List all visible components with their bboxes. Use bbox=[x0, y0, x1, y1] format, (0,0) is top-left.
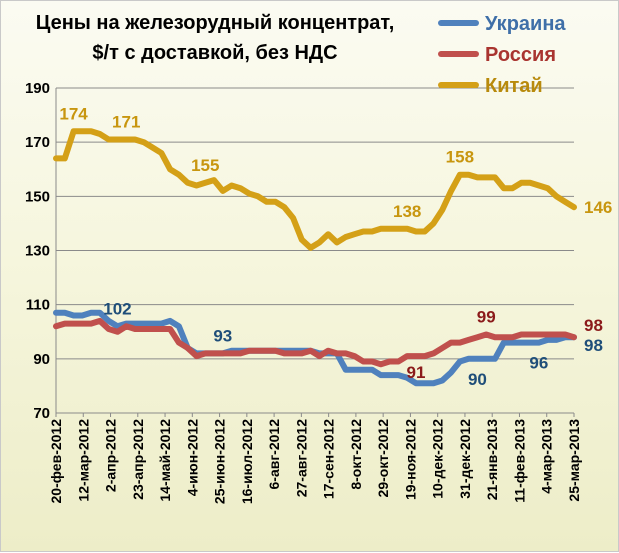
y-tick-label: 190 bbox=[25, 80, 50, 97]
series-lines bbox=[53, 128, 577, 387]
data-label: 98 bbox=[584, 336, 603, 355]
data-label: 91 bbox=[407, 363, 426, 382]
data-label: 98 bbox=[584, 316, 603, 335]
y-tick-label: 130 bbox=[25, 243, 50, 260]
y-tick-label: 70 bbox=[33, 405, 50, 422]
data-label: 90 bbox=[468, 370, 487, 389]
legend-entry: Украина bbox=[485, 13, 566, 35]
x-tick-label: 8-окт-2012 bbox=[348, 419, 364, 490]
y-tick-label: 90 bbox=[33, 351, 50, 368]
series-line-2 bbox=[53, 317, 577, 368]
series-line-1 bbox=[53, 309, 577, 387]
x-tick-label: 19-ноя-2012 bbox=[402, 419, 418, 500]
x-tick-label: 4-июн-2012 bbox=[184, 419, 200, 496]
x-tick-label: 27-авг-2012 bbox=[293, 419, 309, 497]
x-tick-label: 29-окт-2012 bbox=[375, 419, 391, 498]
x-tick-label: 11-фев-2013 bbox=[511, 419, 527, 503]
data-label: 171 bbox=[112, 112, 140, 131]
x-tick-label: 10-дек-2012 bbox=[430, 419, 446, 499]
x-tick-label: 31-дек-2012 bbox=[457, 419, 473, 499]
y-tick-label: 170 bbox=[25, 134, 50, 151]
x-tick-label: 16-июл-2012 bbox=[239, 419, 255, 504]
data-label: 93 bbox=[213, 326, 232, 345]
y-axis-ticks: 70 90 110 130 150 170 190 bbox=[25, 80, 50, 422]
data-label: 158 bbox=[446, 148, 474, 167]
data-label: 102 bbox=[103, 299, 131, 318]
x-tick-label: 4-мар-2013 bbox=[539, 419, 555, 494]
x-tick-label: 12-мар-2012 bbox=[75, 419, 91, 502]
data-label: 99 bbox=[477, 307, 496, 326]
legend-entry: Китай bbox=[485, 75, 543, 97]
axes bbox=[55, 88, 575, 417]
x-tick-label: 25-июн-2012 bbox=[212, 419, 228, 504]
legend-entry: Россия bbox=[485, 44, 556, 66]
data-label: 146 bbox=[584, 198, 612, 217]
data-label: 96 bbox=[529, 354, 548, 373]
x-tick-label: 14-май-2012 bbox=[157, 419, 173, 502]
x-tick-label: 20-фев-2012 bbox=[48, 419, 64, 504]
data-label: 155 bbox=[191, 156, 219, 175]
x-tick-label: 25-мар-2013 bbox=[566, 419, 582, 502]
x-tick-label: 17-сен-2012 bbox=[321, 419, 337, 499]
x-tick-label: 2-апр-2012 bbox=[103, 419, 119, 492]
title-line-1: Цены на железорудный концентрат, bbox=[36, 12, 395, 34]
x-tick-label: 21-янв-2013 bbox=[484, 419, 500, 500]
chart-title: Цены на железорудный концентрат, $/т с д… bbox=[36, 12, 395, 64]
data-label: 138 bbox=[393, 202, 421, 221]
series-line-3 bbox=[53, 128, 577, 251]
y-tick-label: 110 bbox=[26, 297, 50, 314]
x-tick-label: 6-авг-2012 bbox=[266, 419, 282, 490]
x-axis-ticks: 20-фев-2012 12-мар-2012 2-апр-2012 23-апр-2… bbox=[48, 419, 582, 504]
data-label: 174 bbox=[59, 104, 88, 123]
title-line-2: $/т с доставкой, без НДС bbox=[92, 42, 337, 64]
x-tick-label: 23-апр-2012 bbox=[130, 419, 146, 500]
legend: Украина Россия Китай bbox=[438, 13, 566, 97]
data-labels: 102 93 90 96 98 91 99 98 174 171 155 138 158 146 bbox=[59, 104, 612, 389]
y-tick-label: 150 bbox=[25, 188, 50, 205]
